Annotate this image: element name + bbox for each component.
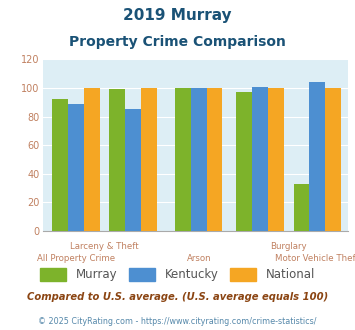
- Text: Motor Vehicle Theft: Motor Vehicle Theft: [275, 254, 355, 263]
- Bar: [252, 86, 268, 231]
- Bar: [236, 92, 252, 231]
- Bar: [268, 88, 284, 231]
- Bar: [141, 88, 157, 231]
- Bar: [68, 104, 84, 231]
- Text: © 2025 CityRating.com - https://www.cityrating.com/crime-statistics/: © 2025 CityRating.com - https://www.city…: [38, 317, 317, 326]
- Bar: [125, 110, 141, 231]
- Bar: [207, 88, 223, 231]
- Legend: Murray, Kentucky, National: Murray, Kentucky, National: [36, 263, 320, 286]
- Bar: [175, 88, 191, 231]
- Bar: [294, 184, 309, 231]
- Bar: [84, 88, 100, 231]
- Bar: [309, 82, 325, 231]
- Bar: [109, 89, 125, 231]
- Text: All Property Crime: All Property Crime: [37, 254, 115, 263]
- Bar: [191, 88, 207, 231]
- Text: Arson: Arson: [186, 254, 211, 263]
- Bar: [325, 88, 341, 231]
- Text: Burglary: Burglary: [271, 243, 307, 251]
- Text: Property Crime Comparison: Property Crime Comparison: [69, 35, 286, 49]
- Text: 2019 Murray: 2019 Murray: [123, 8, 232, 23]
- Text: Compared to U.S. average. (U.S. average equals 100): Compared to U.S. average. (U.S. average …: [27, 292, 328, 302]
- Text: Larceny & Theft: Larceny & Theft: [70, 243, 139, 251]
- Bar: [52, 99, 68, 231]
